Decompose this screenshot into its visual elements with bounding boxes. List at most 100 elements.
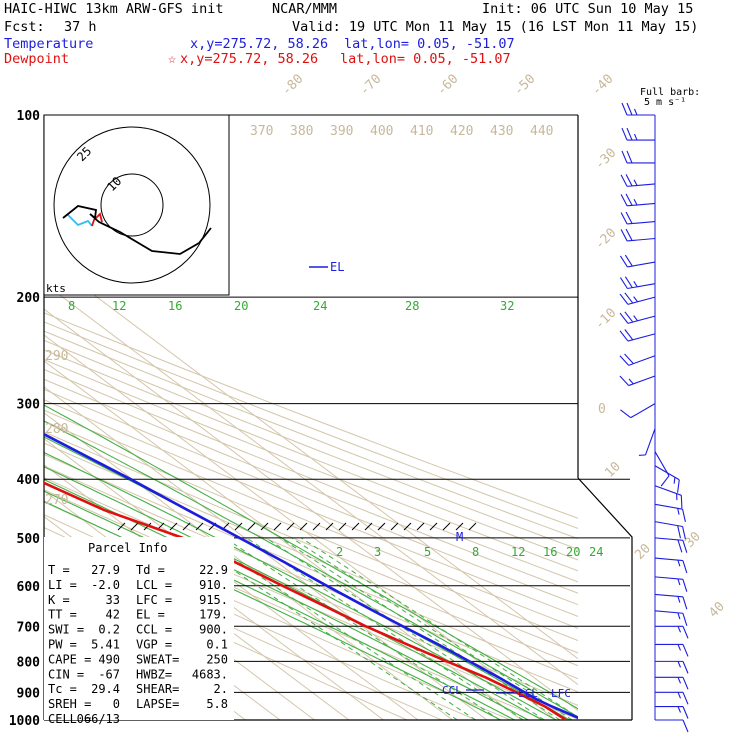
wind-barb [619,353,656,366]
temperature-label: Temperature [4,36,93,52]
wind-barb [655,691,689,705]
wind-barb-flag [673,477,676,484]
wind-barb-flag [682,596,688,610]
pressure-tick-label: 300 [17,398,41,413]
mixing-ratio-label: 12 [511,545,525,559]
wind-barb-flag [677,644,682,651]
parcel-info-cell: LI = [48,578,77,592]
wind-barb-flag [660,475,670,487]
wind-barb-flag [624,329,634,341]
wind-barb-flag [677,692,682,699]
dry-adiabat-label: 280 [45,422,68,437]
parcel-info-cell: 27.9 [91,563,120,577]
wind-barb-flag [625,228,633,241]
freezing-hatch-mark [351,522,360,531]
pressure-tick-label: 800 [17,655,41,670]
isotherm-line [44,256,578,660]
wind-barb [654,451,670,487]
parcel-info-cell: 915. [199,593,228,607]
parcel-info-cell: 250 [206,652,228,666]
wind-barb-flag [620,409,632,419]
wind-barb-flag [682,579,688,592]
isotherm-label: 10 [602,459,624,481]
dry-adiabat-line [44,420,578,642]
isotherm-label: 40 [706,599,728,621]
mixing-ratio-label: 16 [543,545,557,559]
parcel-info-cell: K = [48,593,70,607]
wind-barb-staff [654,451,670,477]
wind-barb-flag [677,539,683,553]
wind-barb [655,660,689,674]
parcel-info-cell: 179. [199,608,228,622]
wind-barb-flag [621,102,628,116]
theta-label: 380 [290,124,313,139]
mixing-ratio-line [202,537,476,720]
wind-barb-flag [682,706,689,719]
isotherm-label: -60 [434,72,461,99]
isotherm-line [44,412,453,720]
parcel-info-cell: -67 [98,667,120,681]
plot-right-bevel [577,477,633,720]
mixing-ratio-label: 5 [424,545,431,559]
freezing-hatch-mark [182,522,191,531]
mixing-ratio-label: 2 [336,545,343,559]
parcel-info-cell: -2.0 [91,578,120,592]
wind-barb [654,503,686,522]
temperature-profile [44,432,578,720]
isotherm-label: -80 [279,72,306,99]
freezing-hatch-mark [195,522,204,531]
parcel-info-cell: T = [48,563,70,577]
dry-adiabat-line [44,359,578,572]
parcel-info-cell: 42 [106,608,120,622]
wind-barb-staff [644,428,656,456]
wind-barb [621,150,655,164]
parcel-info-cell: CCL = [136,623,172,637]
wind-barb [621,127,655,141]
freezing-hatch-mark [286,522,295,531]
wind-barb-flag [677,559,681,567]
parcel-info-rows: T = 27.9 Td = 22.9 LI = -2.0 LCL = 910. K = 33 LFC… [48,563,228,726]
parcel-info-bg [44,537,234,720]
wind-barb-flag [682,526,686,540]
hodograph-trace-upper [62,205,212,255]
dry-adiabat-line [44,330,578,540]
wind-barb [654,557,688,574]
wind-barb-staff [627,315,656,324]
pressure-tick-label: 400 [17,473,41,488]
wind-barb-staff [654,593,683,598]
wind-barb-flag [682,540,688,553]
freezing-hatch-mark [325,522,334,531]
wind-barb [619,254,656,268]
wind-barb-flag [619,312,629,324]
parcel-info-cell: PW = [48,638,77,652]
wind-barb [638,428,656,456]
parcel-info-cell: Td = [136,563,165,577]
wind-barb-flag [626,150,633,164]
isotherm-label: -50 [511,72,538,99]
pressure-tick-label: 700 [17,620,41,635]
barb-note-2: 5 m s⁻¹ [644,97,686,108]
dewpoint-xy: x,y=275.72, 58.26 [180,51,318,67]
wind-barb [654,485,683,509]
mixing-ratio-line [300,537,578,718]
parcel-info-cell: LCL = [136,578,172,592]
isotherm-line [0,115,4,720]
wind-barb [654,593,688,610]
wind-barb-flag [633,179,638,186]
wind-barb-flag [682,613,688,626]
parcel-info-cell: SWI = [48,623,84,637]
freezing-hatch-mark [247,522,256,531]
wind-barb [620,403,656,419]
wind-barb-flag [625,193,633,206]
pressure-tick-label: 200 [17,291,41,306]
dry-adiabat-line [44,399,578,617]
isotherm-label: -70 [357,72,384,99]
parcel-info-cell: 2. [214,682,228,696]
wind-barb-flag [682,677,689,690]
mixing-ratio-label: 24 [589,545,603,559]
wind-barb-flag [682,509,686,522]
wind-barb-flag [682,626,689,639]
wind-barb-flag [677,508,680,515]
wind-barb-flag [620,212,628,225]
